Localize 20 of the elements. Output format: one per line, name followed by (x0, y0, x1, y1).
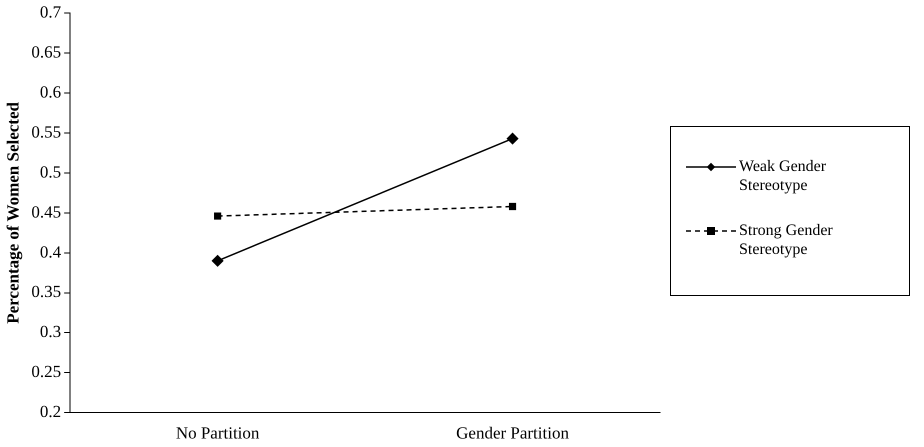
y-tick-label: 0.25 (31, 362, 62, 382)
y-tick-label: 0.65 (31, 42, 62, 62)
y-tick-label: 0.7 (40, 2, 62, 22)
y-tick-label: 0.45 (31, 202, 62, 222)
y-tick-label: 0.55 (31, 122, 62, 142)
y-tick-label: 0.35 (31, 282, 62, 302)
legend-label: Strong Gender Stereotype (739, 221, 834, 259)
y-tick-label: 0.6 (40, 82, 62, 102)
y-tick-label: 0.4 (40, 242, 62, 262)
point (212, 255, 224, 267)
legend-label: Weak Gender Stereotype (739, 157, 828, 195)
point (214, 212, 222, 220)
y-axis-title: Percentage of Women Selected (4, 102, 23, 324)
x-tick-label: Gender Partition (456, 423, 570, 442)
point (508, 202, 516, 210)
y-tick-label: 0.3 (40, 322, 62, 342)
point (506, 132, 518, 144)
x-tick-label: No Partition (176, 423, 260, 442)
y-tick-label: 0.2 (40, 402, 62, 422)
y-tick-label: 0.5 (40, 162, 62, 182)
